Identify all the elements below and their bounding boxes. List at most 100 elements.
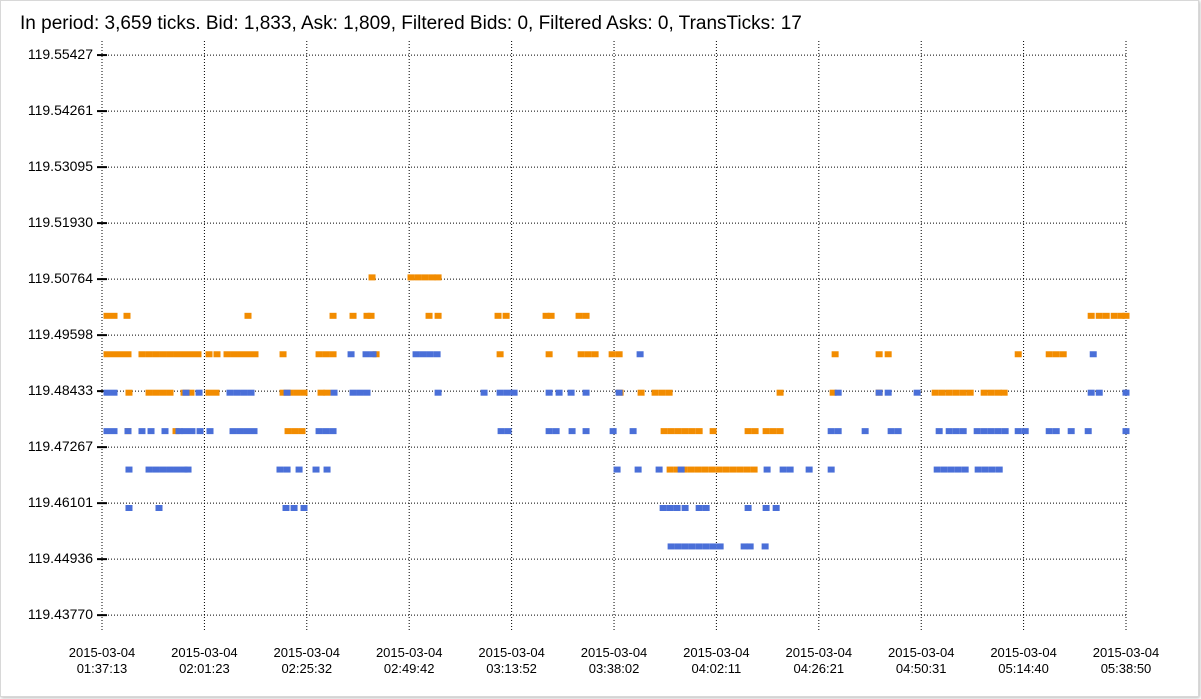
- tick-point: [1095, 312, 1103, 319]
- tick-point: [188, 428, 196, 435]
- tick-point: [194, 351, 202, 358]
- tick-point: [290, 505, 298, 512]
- tick-point: [323, 389, 331, 396]
- tick-point: [503, 389, 511, 396]
- tick-point: [250, 428, 258, 435]
- tick-point: [884, 351, 892, 358]
- tick-point: [159, 389, 167, 396]
- tick-point: [805, 466, 813, 473]
- tick-point: [212, 389, 220, 396]
- tick-point: [681, 428, 689, 435]
- tick-point: [933, 466, 941, 473]
- tick-point: [349, 312, 357, 319]
- tick-point: [117, 351, 125, 358]
- tick-point: [980, 389, 988, 396]
- tick-point: [659, 505, 667, 512]
- tick-point: [330, 389, 338, 396]
- tick-point: [831, 351, 839, 358]
- tick-point: [125, 505, 133, 512]
- tick-point: [300, 505, 308, 512]
- tick-point: [124, 351, 132, 358]
- tick-point: [159, 351, 167, 358]
- tick-point: [223, 351, 231, 358]
- tick-point: [103, 389, 111, 396]
- tick-point: [247, 389, 255, 396]
- tick-point: [762, 505, 770, 512]
- tick-point: [1117, 312, 1125, 319]
- tick-point: [938, 389, 946, 396]
- tick-point: [496, 351, 504, 358]
- tick-point: [688, 428, 696, 435]
- tick-point: [347, 351, 355, 358]
- tick-point: [317, 389, 325, 396]
- x-tick-label: 2015-03-04 04:02:11: [683, 645, 750, 676]
- tick-point: [750, 466, 758, 473]
- tick-point: [426, 351, 434, 358]
- tick-point: [575, 312, 583, 319]
- tick-point: [175, 428, 183, 435]
- tick-point: [615, 389, 623, 396]
- tick-point: [283, 466, 291, 473]
- x-tick-label: 2015-03-04 02:01:23: [171, 645, 238, 676]
- tick-point: [988, 466, 996, 473]
- tick-point: [152, 389, 160, 396]
- tick-point: [959, 389, 967, 396]
- tick-point: [110, 351, 118, 358]
- tick-point: [1014, 351, 1022, 358]
- tick-point: [980, 428, 988, 435]
- tick-point: [1052, 428, 1060, 435]
- x-tick-label: 2015-03-04 01:37:13: [68, 645, 136, 676]
- x-tick-label: 2015-03-04 04:50:31: [887, 645, 955, 676]
- tick-point: [935, 428, 943, 435]
- tick-point: [494, 312, 502, 319]
- tick-point: [715, 466, 723, 473]
- tick-point: [145, 351, 153, 358]
- tick-point: [740, 543, 748, 550]
- tick-point: [367, 312, 375, 319]
- tick-point: [110, 389, 118, 396]
- tick-point: [736, 466, 744, 473]
- y-tick-label: 119.48433: [28, 382, 93, 398]
- tick-point: [584, 351, 592, 358]
- tick-point: [545, 351, 553, 358]
- tick-point: [547, 312, 555, 319]
- tick-point: [419, 351, 427, 358]
- y-tick-label: 119.46101: [28, 494, 93, 510]
- tick-point: [315, 351, 323, 358]
- tick-point: [226, 389, 234, 396]
- tick-point: [1095, 389, 1103, 396]
- tick-point: [412, 351, 420, 358]
- tick-point: [300, 389, 308, 396]
- tick-point: [240, 389, 248, 396]
- tick-point: [205, 351, 213, 358]
- tick-point: [1110, 312, 1118, 319]
- tick-point: [414, 274, 422, 281]
- tick-point: [763, 466, 771, 473]
- tick-point: [542, 312, 550, 319]
- tick-point: [187, 351, 195, 358]
- tick-point: [329, 312, 337, 319]
- tick-point: [995, 466, 1003, 473]
- y-tick-label: 119.43770: [28, 606, 93, 622]
- tick-point: [145, 389, 153, 396]
- tick-point: [1014, 428, 1022, 435]
- tick-point: [434, 312, 442, 319]
- tick-point: [147, 428, 155, 435]
- tick-point: [368, 274, 376, 281]
- tick-point: [229, 428, 237, 435]
- tick-point: [421, 274, 429, 281]
- tick-point: [1001, 428, 1009, 435]
- tick-point: [913, 389, 921, 396]
- tick-point: [634, 466, 642, 473]
- tick-point: [152, 351, 160, 358]
- tick-point: [673, 505, 681, 512]
- tick-point: [776, 428, 784, 435]
- tick-point: [363, 312, 371, 319]
- tick-point: [251, 351, 259, 358]
- tick-point: [159, 466, 167, 473]
- tick-point: [613, 466, 621, 473]
- tick-point: [283, 389, 291, 396]
- x-tick-label: 2015-03-04 03:13:52: [478, 645, 545, 676]
- tick-point: [608, 351, 616, 358]
- tick-point: [243, 428, 251, 435]
